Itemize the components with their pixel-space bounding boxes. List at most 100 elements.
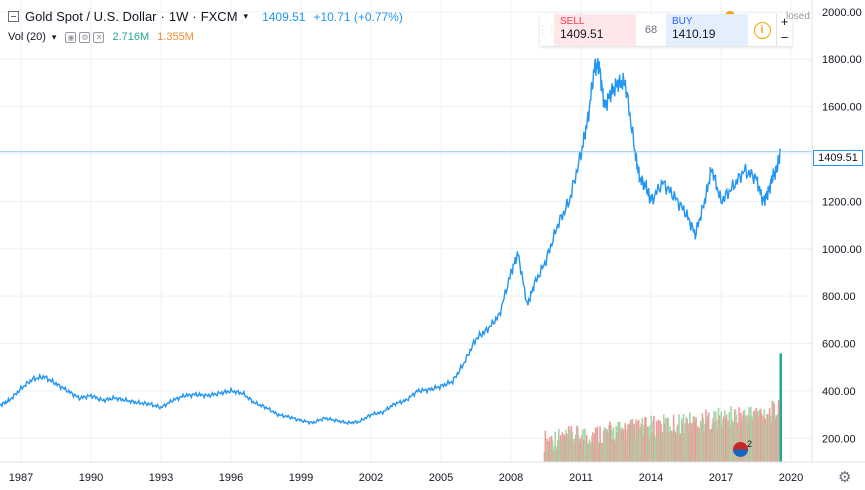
volume-bar xyxy=(578,442,581,462)
zoom-out-button[interactable]: − xyxy=(780,30,789,45)
y-tick-label: 800.00 xyxy=(822,291,856,303)
volume-bar xyxy=(776,413,779,462)
volume-bar xyxy=(651,432,653,462)
volume-bar xyxy=(769,415,772,462)
volume-bar xyxy=(698,428,701,462)
sell-button[interactable]: SELL 1409.51 xyxy=(554,14,636,46)
volume-bar xyxy=(581,434,583,462)
volume-bar xyxy=(629,419,632,462)
volume-bar xyxy=(624,423,627,462)
volume-bar xyxy=(768,408,771,462)
volume-bar xyxy=(682,414,685,462)
volume-bar xyxy=(775,418,777,462)
volume-bar xyxy=(652,420,654,462)
volume-bar xyxy=(718,415,721,462)
us-flag-icon[interactable] xyxy=(733,442,748,457)
volume-bar xyxy=(763,409,766,462)
volume-bar xyxy=(677,424,679,462)
volume-bar xyxy=(741,415,744,462)
volume-bar xyxy=(588,439,591,462)
volume-bar xyxy=(706,415,709,462)
volume-bar xyxy=(582,429,584,462)
time-axis[interactable]: 1987 1990 1993 1996 1999 2002 2005 2008 2011 2014… xyxy=(9,472,803,484)
volume-bar xyxy=(547,443,549,462)
volume-bar xyxy=(671,432,674,462)
buy-button[interactable]: BUY 1410.19 xyxy=(666,14,748,46)
interval-sep: · xyxy=(160,9,165,24)
volume-bar xyxy=(761,422,764,462)
volume-bar xyxy=(672,414,675,462)
volume-bar xyxy=(679,434,681,462)
zoom-in-button[interactable]: + xyxy=(780,14,789,29)
zoom-controls: + − xyxy=(776,14,792,46)
gear-icon[interactable]: ⚙ xyxy=(838,469,852,486)
volume-bar xyxy=(723,416,725,462)
chevron-down-icon[interactable]: ▾ xyxy=(51,31,57,42)
volume-bar xyxy=(727,420,730,462)
chevron-down-icon[interactable]: ▾ xyxy=(243,11,249,21)
volume-bar xyxy=(653,415,655,462)
drag-handle-icon[interactable]: ⋮⋮ xyxy=(537,24,557,36)
volume-bar xyxy=(612,427,615,462)
volume-bar xyxy=(577,435,580,462)
volume-bar xyxy=(562,436,565,462)
symbol-name[interactable]: Gold Spot / U.S. Dollar xyxy=(25,9,157,24)
volume-bar xyxy=(627,424,629,462)
close-icon[interactable]: ✕ xyxy=(93,31,105,43)
volume-bar xyxy=(553,446,556,462)
settings-icon[interactable]: ⚙ xyxy=(79,31,91,43)
volume-bar xyxy=(701,413,704,462)
volume-bar xyxy=(731,418,733,462)
exchange[interactable]: FXCM xyxy=(200,9,238,24)
volume-bar xyxy=(627,423,630,462)
volume-bar xyxy=(566,437,569,462)
volume-bar xyxy=(756,411,758,462)
y-tick-label: 1000.00 xyxy=(822,244,862,256)
volume-bar xyxy=(575,425,578,462)
volume-bar xyxy=(551,440,554,462)
eye-icon[interactable]: ◉ xyxy=(65,31,77,43)
volume-bar xyxy=(668,431,670,462)
volume-bar xyxy=(591,435,593,462)
volume-bar xyxy=(754,416,757,462)
x-tick-label: 1987 xyxy=(9,472,33,484)
volume-bar xyxy=(721,426,723,462)
volume-bar xyxy=(569,435,572,462)
volume-bar xyxy=(667,417,670,462)
volume-bar xyxy=(616,433,618,462)
interval[interactable]: 1W xyxy=(168,9,189,24)
volume-bar xyxy=(690,429,693,462)
volume-bar xyxy=(637,419,640,462)
info-button[interactable]: i xyxy=(748,14,776,46)
volume-bar xyxy=(695,417,697,462)
x-tick-label: 2017 xyxy=(709,472,733,484)
buy-price: 1410.19 xyxy=(672,27,716,41)
collapse-legend-icon[interactable] xyxy=(8,11,19,22)
price-axis[interactable]: 200.00400.00600.00800.001000.001200.0014… xyxy=(822,7,862,445)
volume-bar xyxy=(705,409,707,462)
volume-bar xyxy=(556,446,558,462)
volume-bar xyxy=(626,429,628,462)
volume-bar xyxy=(614,442,617,462)
volume-bar xyxy=(758,416,760,462)
x-tick-label: 2011 xyxy=(569,472,593,484)
volume-bar xyxy=(617,421,619,462)
volume-bar xyxy=(726,426,729,462)
volume-bar xyxy=(777,400,780,462)
info-icon: i xyxy=(753,21,771,39)
buy-label: BUY xyxy=(672,16,693,27)
y-tick-label: 400.00 xyxy=(822,386,856,398)
volume-bar xyxy=(687,431,689,462)
volume-bar xyxy=(686,418,688,462)
volume-bar xyxy=(571,431,574,462)
volume-bar xyxy=(707,412,710,462)
volume-bar xyxy=(719,423,722,462)
volume-bar xyxy=(649,425,652,462)
volume-bar xyxy=(734,409,737,462)
volume-bar xyxy=(713,410,715,462)
volume-label[interactable]: Vol (20) xyxy=(8,31,46,43)
volume-bar xyxy=(684,423,687,462)
x-tick-label: 2014 xyxy=(639,472,663,484)
volume-bar xyxy=(593,442,595,462)
